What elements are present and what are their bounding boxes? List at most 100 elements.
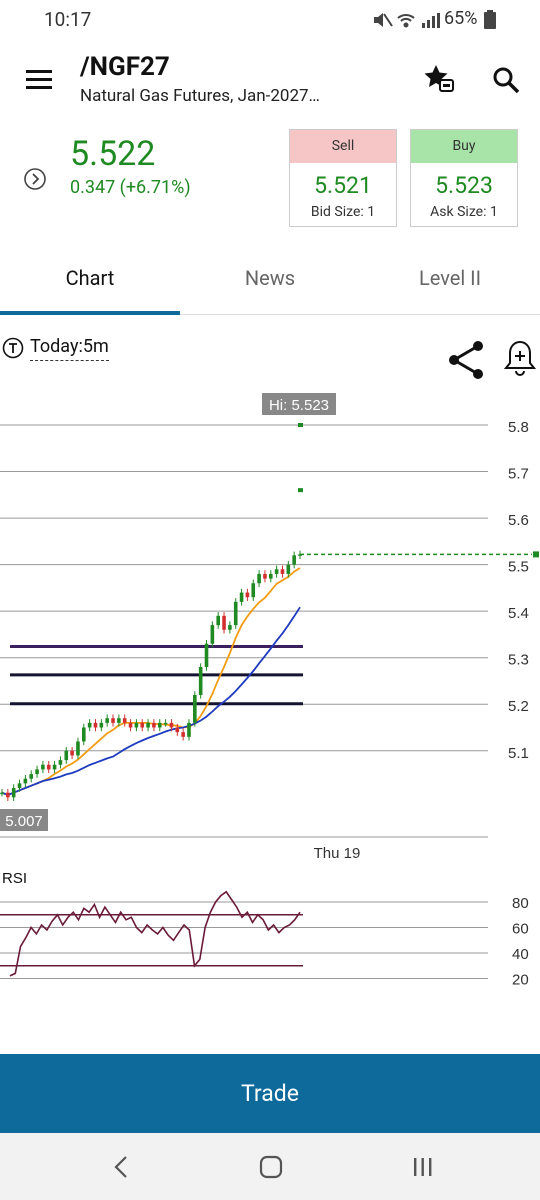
date-label: Thu 19	[314, 845, 361, 862]
battery-icon	[484, 10, 496, 29]
candle	[117, 718, 121, 723]
rsi-tick-label: 40	[512, 946, 529, 963]
candle	[233, 601, 238, 626]
recents-icon[interactable]	[412, 1155, 434, 1179]
rsi-chart[interactable]: RSI 20 40 60 80	[0, 866, 540, 1054]
ask-size: Ask Size: 1	[430, 204, 498, 220]
last-price-marker	[533, 551, 539, 558]
candle	[175, 727, 180, 733]
price-tick-label: 5.4	[508, 605, 529, 622]
candle	[87, 722, 92, 728]
candle	[93, 722, 98, 728]
candle	[35, 769, 39, 775]
candle	[245, 592, 250, 598]
candle	[193, 694, 197, 723]
symbol-title: /NGF27	[80, 52, 170, 82]
price-tick-label: 5.7	[508, 466, 529, 483]
candle	[52, 764, 57, 770]
buy-box[interactable]: Buy 5.523 Ask Size: 1	[410, 129, 518, 227]
candle	[122, 718, 127, 723]
candle	[187, 722, 191, 737]
candle	[58, 760, 63, 765]
rsi-line	[9, 890, 301, 977]
home-icon[interactable]	[259, 1155, 283, 1179]
candle	[298, 554, 302, 556]
candle	[210, 625, 215, 644]
menu-icon[interactable]	[26, 70, 52, 90]
sell-box[interactable]: Sell 5.521 Bid Size: 1	[289, 129, 397, 227]
price-alert-bell-icon[interactable]	[504, 338, 536, 380]
candle	[292, 555, 296, 565]
sell-label: Sell	[290, 130, 396, 163]
timeframe-icon[interactable]	[2, 337, 24, 359]
price-tick-label: 5.6	[508, 512, 529, 529]
candle	[76, 741, 80, 756]
price-tick-label: 5.2	[508, 698, 529, 715]
price-tick-label: 5.1	[508, 745, 529, 762]
price-chart[interactable]: 5.1 5.2 5.3 5.4 5.5 5.6 5.7 5.8 Hi: 5.523 5.007…	[0, 385, 540, 865]
tab-news[interactable]: News	[244, 266, 296, 290]
sell-price: 5.521	[314, 172, 372, 199]
candle	[257, 573, 261, 584]
buy-label: Buy	[411, 130, 517, 163]
candle	[239, 592, 244, 602]
candle	[268, 573, 273, 579]
trade-button[interactable]: Trade	[0, 1054, 540, 1133]
bid-size: Bid Size: 1	[310, 204, 376, 220]
status-icons	[374, 13, 440, 28]
status-time: 10:17	[44, 8, 92, 31]
rsi-label: RSI	[2, 870, 27, 887]
rsi-tick-label: 60	[512, 921, 529, 938]
candle	[140, 722, 145, 728]
battery-percent: 65%	[444, 8, 478, 29]
high-label: Hi: 5.523	[269, 397, 329, 414]
expand-chevron-icon[interactable]	[24, 168, 46, 190]
share-icon[interactable]	[446, 340, 486, 380]
candle	[29, 774, 34, 779]
candle	[163, 722, 168, 725]
back-icon[interactable]	[112, 1155, 130, 1179]
watchlist-star-icon[interactable]	[423, 64, 455, 94]
candle	[99, 722, 104, 728]
candle	[46, 764, 51, 770]
rsi-tick-label: 80	[512, 895, 529, 912]
tab-divider	[0, 314, 540, 315]
symbol-description: Natural Gas Futures, Jan-2027…	[80, 86, 320, 106]
mute-icon	[374, 13, 393, 27]
price-tick-label: 5.8	[508, 419, 529, 436]
candle	[111, 718, 115, 723]
price-change: 0.347 (+6.71%)	[70, 177, 191, 198]
candle	[157, 722, 162, 728]
tick-mark	[298, 423, 303, 427]
candle	[286, 564, 291, 574]
last-price: 5.522	[70, 134, 156, 174]
candle	[11, 788, 16, 798]
candle	[64, 750, 69, 761]
candle	[82, 727, 86, 742]
timeframe-selector[interactable]: Today:5m	[30, 336, 109, 361]
active-tab-indicator	[0, 311, 180, 315]
candle	[41, 764, 45, 770]
candle	[216, 615, 220, 626]
candle	[0, 792, 4, 795]
rsi-tick-label: 20	[512, 972, 529, 989]
candle	[23, 778, 28, 784]
candle	[263, 573, 267, 579]
low-label: 5.007	[5, 813, 43, 830]
candle	[146, 722, 150, 728]
candle	[222, 615, 226, 630]
system-nav-bar	[0, 1133, 540, 1200]
candle	[198, 667, 203, 695]
candle	[251, 583, 256, 598]
tab-level-ii[interactable]: Level II	[418, 266, 482, 290]
search-icon[interactable]	[492, 66, 520, 94]
signal-icon	[422, 13, 440, 28]
candle	[134, 722, 139, 728]
tab-chart[interactable]: Chart	[65, 266, 115, 290]
status-bar: 10:17 65%	[0, 0, 540, 40]
candle	[6, 792, 10, 798]
moving-average-slow	[1, 606, 301, 796]
candle	[17, 783, 22, 789]
candle	[128, 722, 133, 728]
candle	[228, 625, 232, 630]
